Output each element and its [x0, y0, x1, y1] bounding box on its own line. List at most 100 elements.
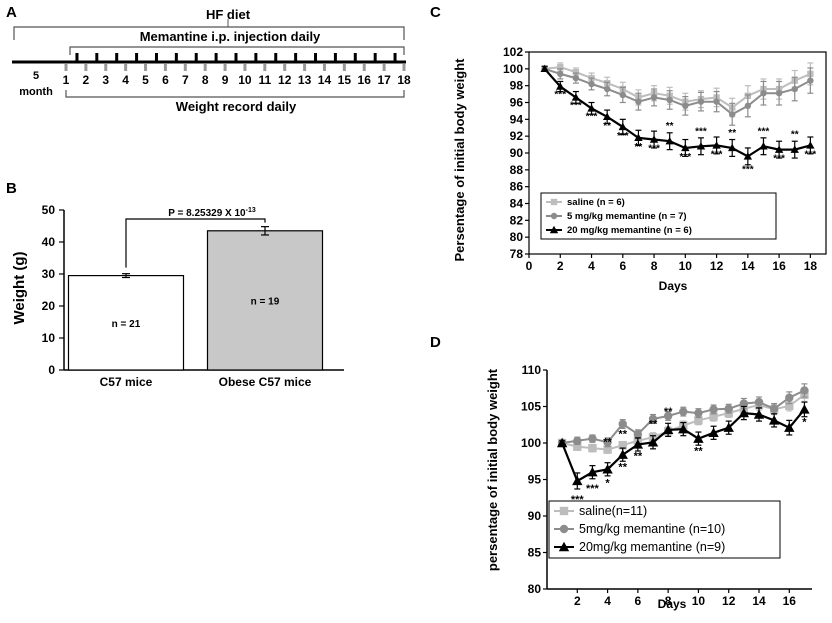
panel-letter-c: C — [430, 4, 441, 21]
c-ylabel: Persentage of initial body weight — [452, 58, 467, 262]
point-mem5 — [603, 438, 612, 447]
month-word: month — [19, 86, 53, 98]
significance-star: *** — [711, 149, 723, 160]
x-tick-label: 6 — [635, 594, 642, 608]
point-mem5 — [679, 407, 688, 416]
significance-star: *** — [554, 90, 566, 101]
b-y-tick-label: 0 — [48, 363, 55, 377]
x-tick-label: 4 — [588, 259, 595, 273]
point-mem5 — [785, 393, 794, 402]
y-tick-label: 98 — [510, 79, 524, 93]
legend-marker-mem5 — [550, 212, 558, 220]
point-mem5 — [739, 399, 749, 408]
point-mem5 — [618, 419, 627, 429]
b-n-label: n = 19 — [251, 296, 280, 307]
b-pvalue-text: P = 8.25329 X 10-13 — [168, 207, 256, 219]
y-tick-label: 90 — [528, 509, 542, 523]
x-tick-label: 2 — [557, 259, 564, 273]
significance-star: ** — [694, 446, 703, 458]
significance-star: * — [605, 477, 610, 489]
timeline-day-label: 17 — [377, 73, 391, 87]
timeline-day-label: 8 — [202, 73, 209, 87]
b-y-tick-label: 30 — [42, 267, 56, 281]
point-mem20 — [759, 142, 768, 150]
point-saline — [573, 442, 582, 451]
timeline-day-label: 9 — [222, 73, 229, 87]
hf-diet-bracket — [13, 26, 405, 40]
x-tick-label: 18 — [804, 259, 818, 273]
significance-star: *** — [586, 483, 600, 495]
legend-marker-mem20 — [549, 225, 559, 234]
point-mem20 — [662, 424, 674, 435]
timeline-day-label: 5 — [142, 73, 149, 87]
point-saline — [588, 443, 597, 453]
point-mem20 — [571, 93, 581, 101]
legend-label-mem5: 5 mg/kg memantine (n = 7) — [567, 211, 687, 222]
timeline-day-label: 14 — [318, 73, 332, 87]
point-mem5 — [775, 90, 783, 97]
x-tick-label: 0 — [526, 259, 533, 273]
b-pvalue-label: P = 8.25329 X 10 — [168, 208, 246, 219]
point-mem5 — [713, 98, 720, 105]
panel-letter-a: A — [6, 4, 17, 21]
point-mem5 — [807, 77, 814, 84]
b-y-tick-label: 10 — [42, 331, 56, 345]
point-mem5 — [791, 85, 798, 93]
point-mem5 — [800, 386, 809, 395]
point-mem20 — [696, 142, 706, 150]
point-mem20 — [540, 64, 549, 73]
b-y-tick-label: 20 — [42, 299, 56, 313]
timeline-day-label: 16 — [358, 73, 372, 87]
significance-star: *** — [758, 126, 770, 137]
y-tick-label: 82 — [510, 213, 524, 227]
legend-label-mem20: 20mg/kg memantine (n=9) — [579, 540, 725, 554]
y-tick-label: 78 — [510, 247, 524, 261]
timeline-day-label: 1 — [63, 73, 70, 87]
panel-a-timeline: HF diet Memantine i.p. injection daily 1… — [12, 7, 411, 114]
x-tick-label: 2 — [574, 594, 581, 608]
b-pvalue-exponent: -13 — [246, 207, 256, 214]
point-mem20 — [799, 404, 810, 414]
timeline-day-label: 3 — [102, 73, 109, 87]
point-saline — [709, 412, 718, 421]
b-significance-bracket — [125, 218, 266, 268]
x-tick-label: 10 — [679, 259, 693, 273]
timeline-day-label: 12 — [278, 73, 292, 87]
point-mem20 — [665, 137, 674, 145]
point-mem20 — [649, 135, 659, 143]
timeline-day-label: 6 — [162, 73, 169, 87]
legend-marker-saline — [550, 198, 558, 206]
point-mem20 — [738, 407, 750, 418]
significance-star: *** — [805, 149, 817, 160]
point-mem5 — [572, 74, 580, 82]
legend-label-saline: saline (n = 6) — [567, 197, 625, 208]
b-y-tick-label: 40 — [42, 235, 56, 249]
y-tick-label: 100 — [503, 62, 523, 76]
b-y-tick-label: 50 — [42, 203, 56, 217]
timeline-day-label: 15 — [338, 73, 352, 87]
memantine-label: Memantine i.p. injection daily — [140, 29, 321, 44]
point-mem5 — [744, 102, 752, 110]
point-mem20 — [634, 133, 643, 142]
panel-letter-b: B — [6, 180, 17, 197]
legend-label-mem5: 5mg/kg memantine (n=10) — [579, 522, 725, 536]
series-line-mem20 — [561, 408, 806, 483]
significance-star: *** — [695, 126, 707, 137]
x-tick-label: 12 — [722, 594, 736, 608]
significance-star: * — [802, 416, 807, 428]
y-tick-label: 80 — [528, 582, 542, 596]
point-saline — [618, 440, 627, 450]
point-mem20 — [743, 152, 753, 160]
y-tick-label: 84 — [510, 197, 524, 211]
month-number: 5 — [33, 70, 39, 82]
point-saline — [694, 416, 703, 425]
point-mem20 — [728, 143, 737, 152]
b-ylabel: Weight (g) — [11, 251, 28, 324]
x-tick-label: 4 — [604, 594, 611, 608]
point-mem5 — [760, 90, 767, 97]
point-mem5 — [633, 430, 643, 439]
point-mem5 — [635, 98, 642, 105]
